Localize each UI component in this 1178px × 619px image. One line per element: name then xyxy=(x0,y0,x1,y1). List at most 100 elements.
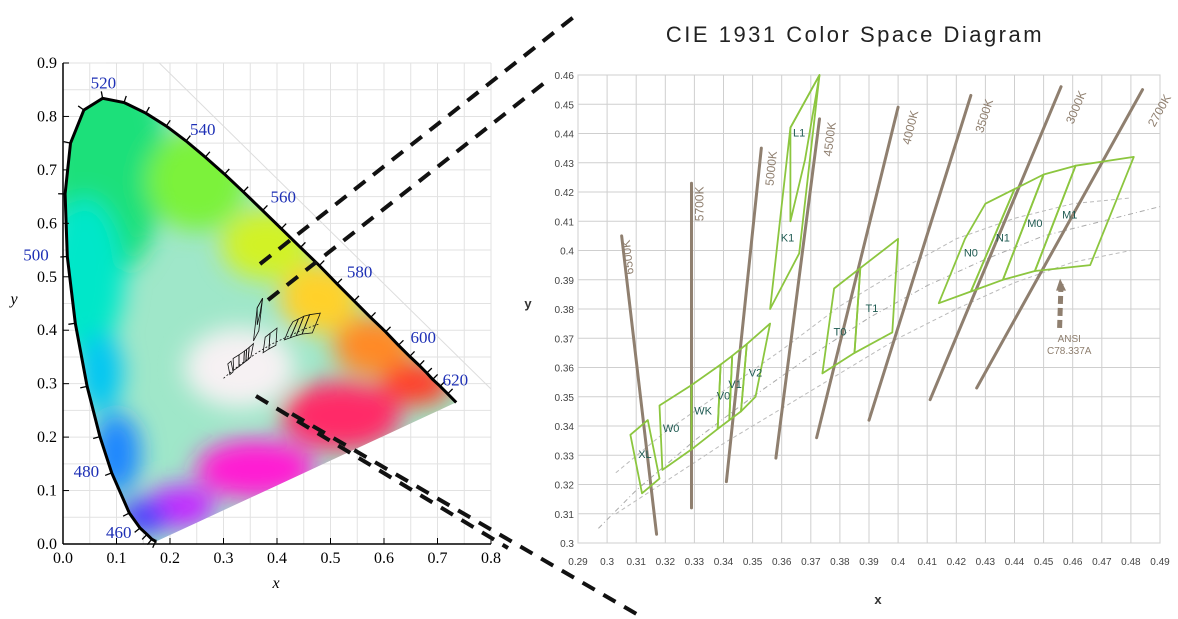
locus-tick xyxy=(353,295,360,302)
left-y-tick-label: 0.2 xyxy=(37,429,57,446)
locus-tick xyxy=(336,278,343,285)
left-y-tick-label: 0.6 xyxy=(37,215,57,232)
right-x-tick-label: 0.35 xyxy=(743,557,763,568)
right-x-tick-label: 0.47 xyxy=(1092,557,1112,568)
left-bin-outline xyxy=(268,327,278,350)
locus-tick xyxy=(123,95,127,103)
left-y-tick-label: 0.5 xyxy=(37,269,57,286)
zoom-line-top-upper xyxy=(258,10,582,266)
locus-tick xyxy=(242,186,249,193)
left-planckian-curve xyxy=(223,323,320,379)
locus-tick xyxy=(300,241,306,248)
locus-tick xyxy=(385,326,392,333)
right-y-tick-label: 0.45 xyxy=(555,100,575,111)
left-bin-detail xyxy=(223,298,321,379)
right-y-tick-label: 0.39 xyxy=(555,276,575,287)
right-x-tick-label: 0.43 xyxy=(976,557,996,568)
right-y-tick-label: 0.32 xyxy=(555,481,575,492)
right-y-tick-label: 0.3 xyxy=(560,539,574,550)
zoom-connector-lines xyxy=(254,10,642,618)
right-x-tick-label: 0.39 xyxy=(859,557,879,568)
locus-tick xyxy=(104,472,112,477)
wavelength-label: 580 xyxy=(347,263,373,282)
right-y-tick-label: 0.31 xyxy=(555,510,575,521)
locus-tick xyxy=(224,168,230,175)
right-x-tick-label: 0.34 xyxy=(714,557,734,568)
left-bin-outline xyxy=(227,360,234,376)
cct-line xyxy=(724,146,763,484)
locus-tick xyxy=(204,151,211,158)
right-x-tick-label: 0.48 xyxy=(1121,557,1141,568)
cct-label: 5000K xyxy=(762,150,780,186)
right-y-axis-label: y xyxy=(524,296,532,311)
left-bin-outline xyxy=(301,312,321,335)
locus-tick xyxy=(370,311,376,318)
chromaticity-diagram: 460 480 500 520 540 560 580 600 620 0.0 0.1 0.2 0.3… xyxy=(8,55,501,592)
right-y-tick-label: 0.34 xyxy=(555,422,575,433)
right-y-tick-label: 0.36 xyxy=(555,364,575,375)
right-y-tick-label: 0.44 xyxy=(555,130,575,141)
zoom-line-top-lower xyxy=(266,78,550,302)
gamut-blob xyxy=(281,380,402,451)
cct-line xyxy=(975,88,1145,390)
right-y-tick-label: 0.33 xyxy=(555,451,575,462)
right-x-tick-label: 0.38 xyxy=(830,557,850,568)
right-y-tick-label: 0.42 xyxy=(555,188,575,199)
cct-line xyxy=(928,85,1063,402)
bin-label: L1 xyxy=(793,127,805,139)
left-y-tick-label: 0.3 xyxy=(37,376,57,393)
locus-tick xyxy=(447,388,454,395)
wavelength-labels: 460 480 500 520 540 560 580 600 620 xyxy=(23,73,468,542)
right-y-tick-label: 0.46 xyxy=(555,71,575,82)
bin-label: V0 xyxy=(717,391,730,403)
right-grid xyxy=(577,74,1161,544)
left-x-tick-label: 0.1 xyxy=(107,550,127,567)
left-y-axis-label: y xyxy=(8,291,18,308)
bin-label: XL xyxy=(638,449,651,461)
left-x-tick-label: 0.8 xyxy=(481,550,501,567)
cct-line xyxy=(867,93,973,422)
right-y-tick-label: 0.35 xyxy=(555,393,575,404)
right-x-tick-label: 0.4 xyxy=(891,557,905,568)
bin-label: T0 xyxy=(833,326,846,338)
right-x-tick-label: 0.45 xyxy=(1034,557,1054,568)
wavelength-label: 520 xyxy=(91,73,117,92)
locus-tick xyxy=(318,260,325,267)
locus-ticks xyxy=(58,91,454,548)
wavelength-label: 500 xyxy=(23,245,48,264)
annotation-line1: ANSI xyxy=(1058,334,1081,345)
wavelength-label: 560 xyxy=(271,188,297,207)
cct-label: 5700K xyxy=(693,187,707,222)
left-x-tick-label: 0.7 xyxy=(428,550,448,567)
left-x-tick-label: 0.5 xyxy=(321,550,341,567)
locus-tick xyxy=(185,135,191,142)
cie-1931-zoom-chart: CIE 1931 Color Space Diagram 6500K 5700K 5… xyxy=(524,22,1174,607)
left-bounding-frame xyxy=(105,62,492,544)
left-x-tick-label: 0.0 xyxy=(53,550,73,567)
left-y-tick-label: 0.4 xyxy=(37,322,57,339)
gamut-blob xyxy=(184,327,295,408)
locus-tick xyxy=(63,141,71,144)
right-x-axis-label: x xyxy=(874,592,882,607)
zoom-line-bottom-upper xyxy=(254,394,510,550)
spectral-locus xyxy=(63,96,458,543)
right-x-tick-label: 0.29 xyxy=(568,557,588,568)
left-x-axis-label: x xyxy=(271,575,279,592)
wavelength-label: 620 xyxy=(443,370,469,389)
left-y-tick-label: 0.0 xyxy=(37,536,57,553)
locus-tick xyxy=(165,119,171,127)
locus-tick xyxy=(432,373,439,380)
cct-label: 4500K xyxy=(821,121,839,157)
bin-outline xyxy=(740,322,771,413)
bin-label: T1 xyxy=(865,303,878,315)
cct-label: 6500K xyxy=(619,239,637,275)
locus-tick xyxy=(397,339,404,346)
bin-label: V1 xyxy=(728,379,741,391)
bin-outline xyxy=(789,74,821,223)
bin-label: W0 xyxy=(663,423,680,435)
bin-label: M0 xyxy=(1027,218,1042,230)
wavelength-label: 600 xyxy=(410,328,436,347)
